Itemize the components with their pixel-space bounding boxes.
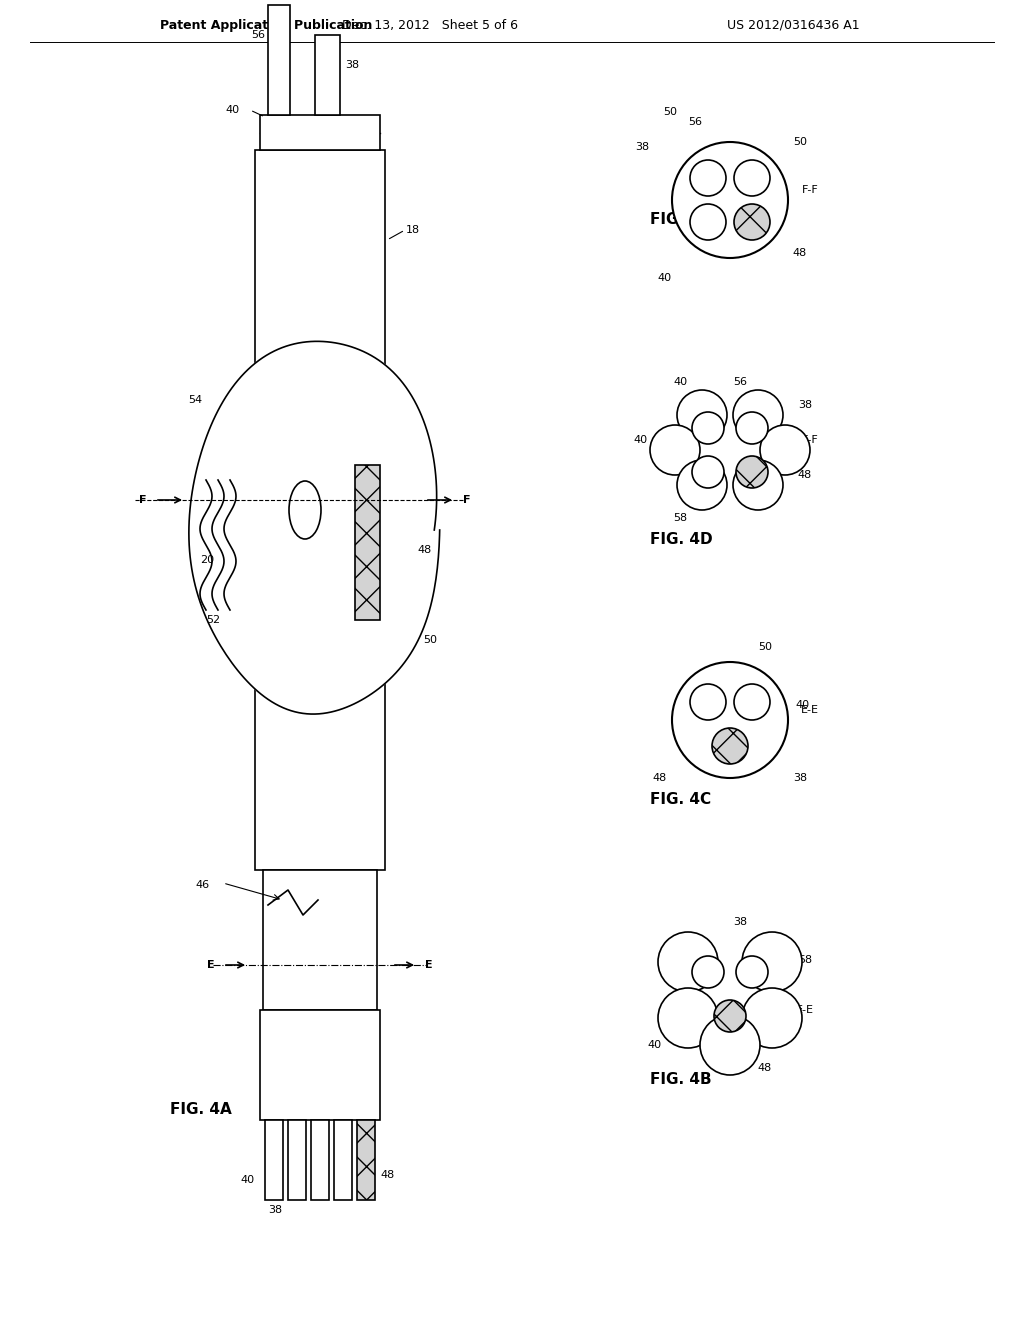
Text: 48: 48 bbox=[418, 545, 432, 554]
Text: 48: 48 bbox=[381, 1170, 395, 1180]
Text: 40: 40 bbox=[657, 273, 671, 282]
Circle shape bbox=[742, 932, 802, 993]
Text: FIG. 4B: FIG. 4B bbox=[650, 1072, 712, 1088]
Circle shape bbox=[650, 425, 700, 475]
Text: FIG. 4A: FIG. 4A bbox=[170, 1102, 231, 1118]
Text: E: E bbox=[207, 960, 215, 970]
Text: 18: 18 bbox=[406, 224, 420, 235]
Text: 48: 48 bbox=[793, 248, 807, 257]
Circle shape bbox=[736, 455, 768, 488]
Text: E-E: E-E bbox=[801, 705, 819, 715]
Circle shape bbox=[734, 205, 770, 240]
Bar bbox=[263, 870, 377, 1010]
Text: FIG. 4C: FIG. 4C bbox=[650, 792, 711, 808]
Text: E: E bbox=[425, 960, 433, 970]
Text: 58: 58 bbox=[673, 513, 687, 523]
Circle shape bbox=[677, 459, 727, 510]
Polygon shape bbox=[188, 342, 439, 714]
Text: 38: 38 bbox=[635, 143, 649, 152]
Text: 38: 38 bbox=[345, 59, 359, 70]
Circle shape bbox=[760, 425, 810, 475]
Circle shape bbox=[692, 412, 724, 444]
Text: F: F bbox=[139, 495, 146, 506]
Circle shape bbox=[692, 956, 724, 987]
Text: Dec. 13, 2012   Sheet 5 of 6: Dec. 13, 2012 Sheet 5 of 6 bbox=[342, 18, 518, 32]
Bar bbox=[311, 1119, 329, 1200]
Text: 40: 40 bbox=[673, 378, 687, 387]
Text: 40: 40 bbox=[633, 436, 647, 445]
Bar bbox=[265, 1119, 283, 1200]
Circle shape bbox=[672, 663, 788, 777]
Bar bbox=[315, 36, 340, 115]
Text: 38: 38 bbox=[793, 774, 807, 783]
Text: 48: 48 bbox=[758, 1063, 772, 1073]
Circle shape bbox=[733, 389, 783, 440]
Text: 52: 52 bbox=[206, 615, 220, 624]
Text: 40: 40 bbox=[225, 106, 239, 115]
Text: 50: 50 bbox=[758, 642, 772, 652]
Circle shape bbox=[677, 389, 727, 440]
Bar bbox=[260, 115, 380, 150]
Text: 38: 38 bbox=[268, 1205, 282, 1214]
Bar bbox=[355, 465, 380, 620]
Text: Patent Application Publication: Patent Application Publication bbox=[160, 18, 373, 32]
Bar bbox=[357, 1119, 375, 1200]
Text: 48: 48 bbox=[653, 774, 667, 783]
Ellipse shape bbox=[289, 480, 321, 539]
Text: 38: 38 bbox=[798, 400, 812, 411]
Circle shape bbox=[734, 684, 770, 719]
Bar bbox=[260, 1010, 380, 1119]
Circle shape bbox=[742, 987, 802, 1048]
Text: 58: 58 bbox=[798, 954, 812, 965]
Text: 56: 56 bbox=[688, 117, 702, 127]
Circle shape bbox=[712, 729, 748, 764]
Bar bbox=[268, 5, 290, 115]
Text: 40: 40 bbox=[648, 1040, 663, 1049]
Circle shape bbox=[733, 459, 783, 510]
Circle shape bbox=[734, 160, 770, 195]
Circle shape bbox=[736, 412, 768, 444]
Text: F-F: F-F bbox=[802, 185, 818, 195]
Text: 50: 50 bbox=[423, 635, 437, 645]
Text: FIG. 4E: FIG. 4E bbox=[650, 213, 711, 227]
Circle shape bbox=[690, 160, 726, 195]
Text: 20: 20 bbox=[200, 554, 214, 565]
Text: 50: 50 bbox=[793, 137, 807, 147]
Text: US 2012/0316436 A1: US 2012/0316436 A1 bbox=[727, 18, 860, 32]
Circle shape bbox=[692, 455, 724, 488]
Text: F-F: F-F bbox=[802, 436, 818, 445]
Text: 48: 48 bbox=[798, 470, 812, 480]
Circle shape bbox=[714, 1001, 746, 1032]
Text: 40: 40 bbox=[796, 700, 810, 710]
Text: 56: 56 bbox=[251, 30, 265, 40]
Text: 50: 50 bbox=[663, 107, 677, 117]
Circle shape bbox=[690, 205, 726, 240]
Text: 38: 38 bbox=[733, 917, 748, 927]
Circle shape bbox=[700, 1015, 760, 1074]
Bar bbox=[255, 150, 385, 870]
Text: 54: 54 bbox=[188, 395, 202, 405]
Circle shape bbox=[658, 987, 718, 1048]
Circle shape bbox=[672, 143, 788, 257]
Bar bbox=[288, 1119, 306, 1200]
Circle shape bbox=[658, 932, 718, 993]
Text: E-E: E-E bbox=[796, 1005, 814, 1015]
Text: FIG. 4D: FIG. 4D bbox=[650, 532, 713, 548]
Circle shape bbox=[736, 956, 768, 987]
Text: 56: 56 bbox=[733, 378, 746, 387]
Text: 40: 40 bbox=[241, 1175, 255, 1185]
Text: F: F bbox=[463, 495, 471, 506]
Circle shape bbox=[690, 684, 726, 719]
Text: 46: 46 bbox=[196, 880, 210, 890]
Bar bbox=[334, 1119, 352, 1200]
